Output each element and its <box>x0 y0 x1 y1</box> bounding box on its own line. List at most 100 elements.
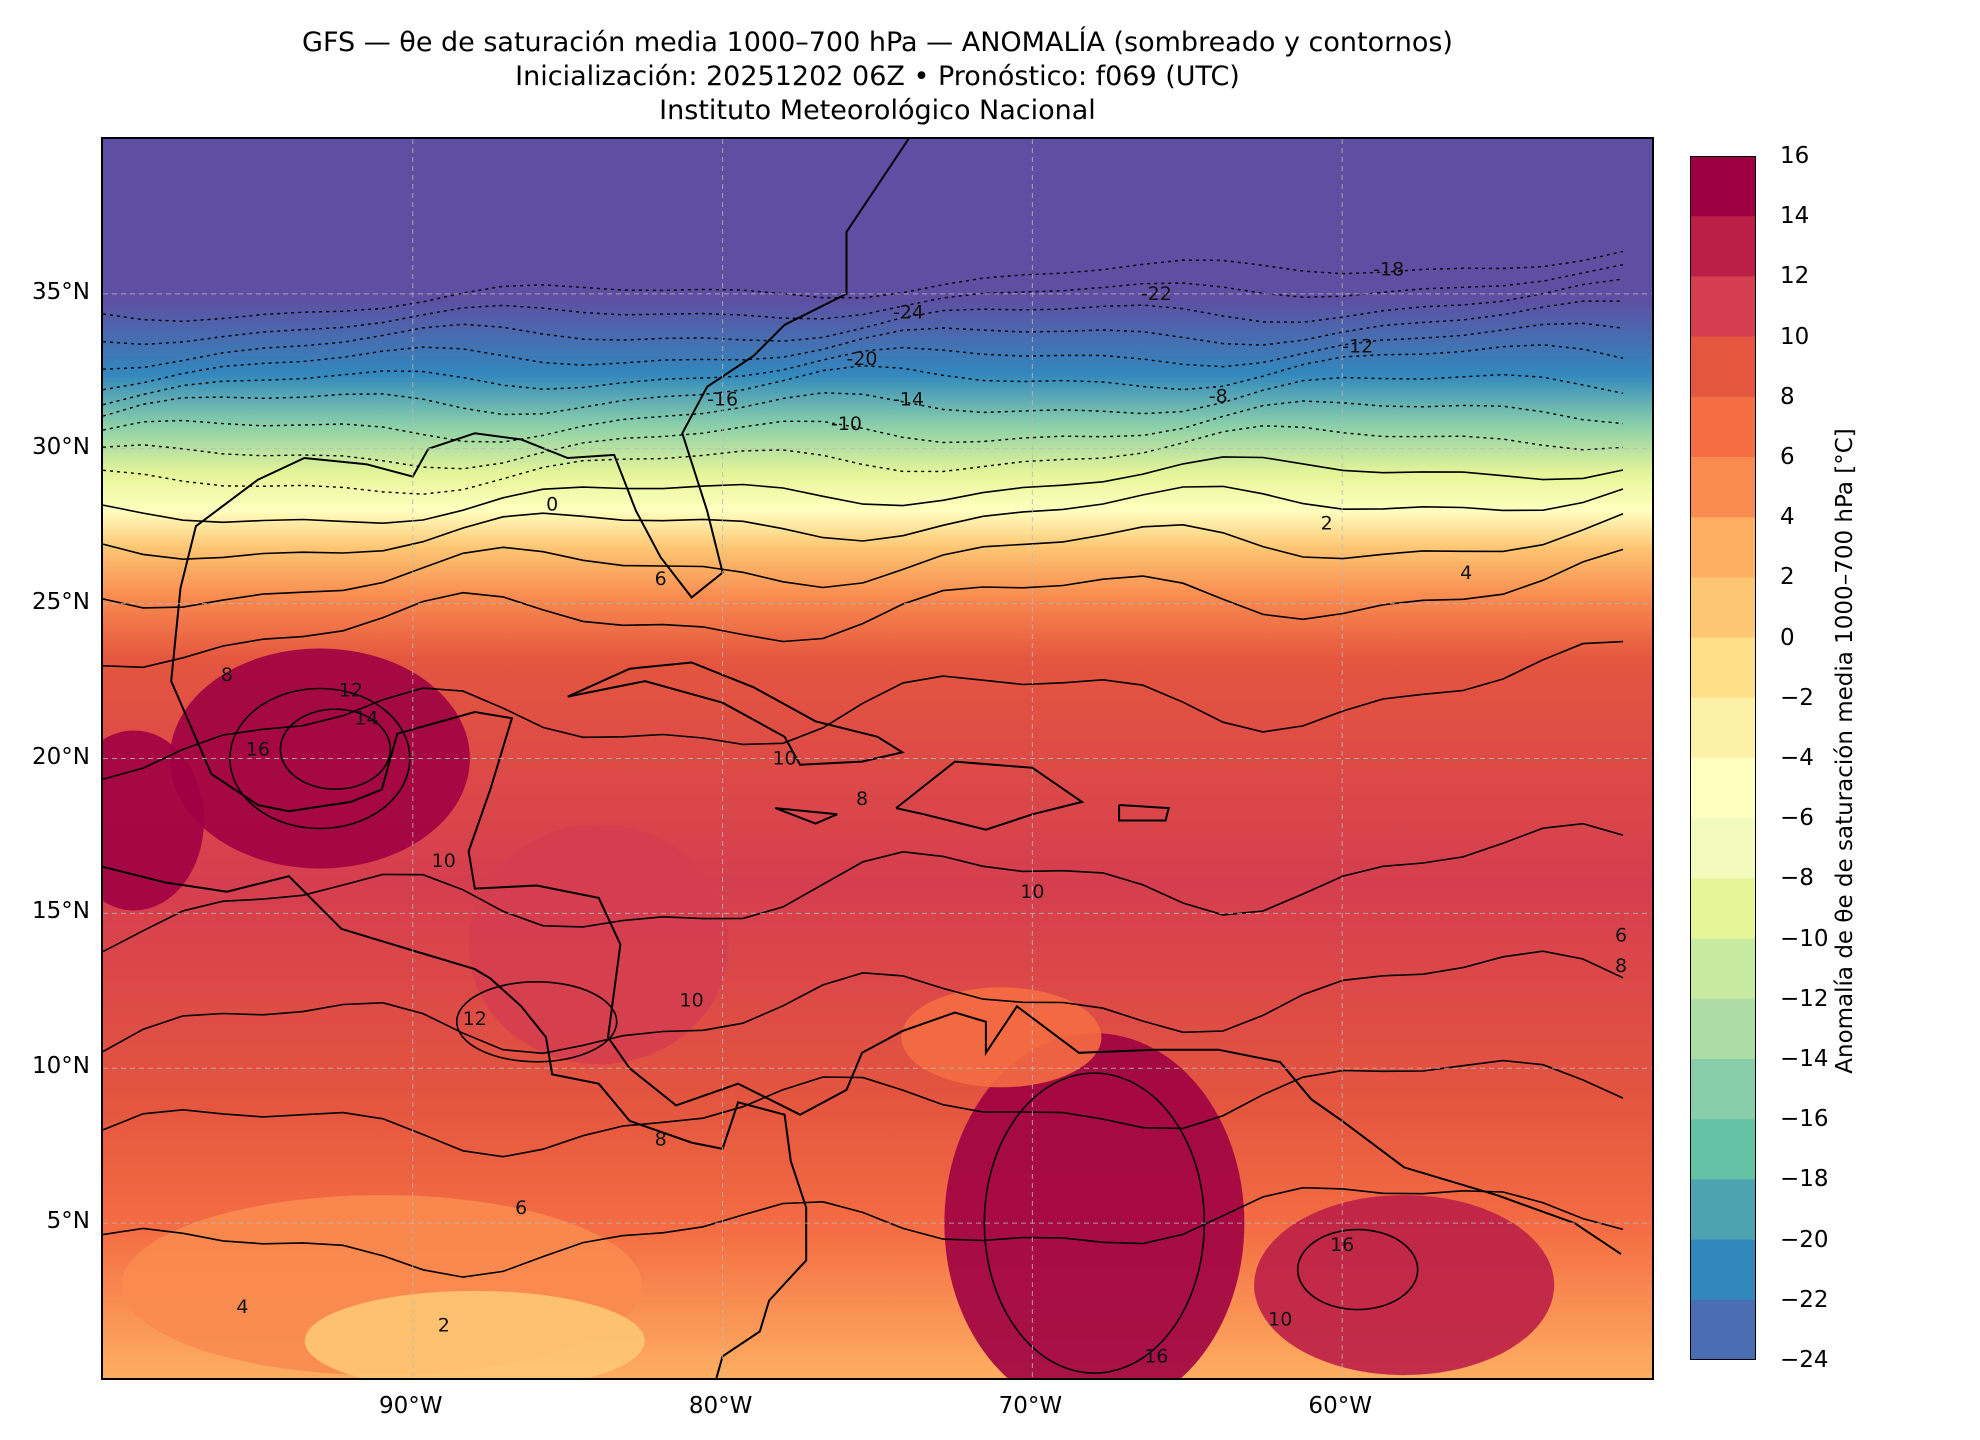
warm-core-south-america-blob <box>944 1033 1245 1378</box>
colorbar-band <box>1690 336 1756 398</box>
colorbar-band <box>1690 758 1756 819</box>
colorbar-tick-label: −20 <box>1780 1226 1829 1253</box>
colorbar-tick-label: −24 <box>1780 1347 1829 1373</box>
contour-label: -12 <box>1342 336 1373 358</box>
contour-labels: -24 -22 -20 -18 -16 -14 -12 -10 -8 0 2 4 6 8 10 12 14 16 1… <box>221 258 1627 1367</box>
colorbar-tick-label: 8 <box>1780 383 1795 410</box>
contour-label: -20 <box>846 348 877 370</box>
contour-label: -24 <box>893 302 924 324</box>
colorbar-tick-label: 16 <box>1780 143 1810 169</box>
coastline <box>170 139 1622 1255</box>
contour-line <box>103 548 1624 669</box>
colorbar-band <box>1690 697 1756 759</box>
contour-lines <box>103 250 1624 1374</box>
contour-label: 6 <box>515 1197 527 1219</box>
contour-label: 12 <box>463 1008 487 1030</box>
contour-label: 10 <box>1268 1308 1292 1330</box>
colorbar-tick-label: −2 <box>1780 684 1814 711</box>
contour-label: 12 <box>339 680 363 702</box>
contour-label: -16 <box>707 388 738 410</box>
contour-line <box>103 822 1624 953</box>
colorbar-band <box>1690 1119 1756 1180</box>
contour-line <box>103 425 1624 495</box>
contour-label: 8 <box>655 1129 667 1151</box>
contour-line <box>103 512 1624 609</box>
coastline <box>103 865 808 1378</box>
title-line-1: GFS — θe de saturación media 1000–700 hP… <box>302 27 1453 58</box>
gridlines <box>103 139 1652 1378</box>
latitude-label: 10°N <box>32 1053 90 1080</box>
contour-label: 6 <box>1615 924 1627 946</box>
longitude-label: 70°W <box>998 1393 1063 1419</box>
colorbar-band <box>1690 517 1756 578</box>
colorbar-band <box>1690 457 1756 518</box>
warm-core-west-blob <box>103 730 204 911</box>
latitude-label: 25°N <box>32 588 90 615</box>
caribbean-coast-band-blob <box>901 987 1102 1088</box>
warm-area-guianas-blob <box>1254 1195 1555 1376</box>
central-america-warm-blob <box>468 824 729 1065</box>
contour-label: 16 <box>1330 1234 1354 1256</box>
coastline <box>774 807 838 825</box>
contour-label: 10 <box>772 748 796 770</box>
contour-label: -22 <box>1141 283 1172 305</box>
closed-contour <box>279 708 392 791</box>
coastline <box>1118 804 1170 822</box>
colorbar-tick-label: −16 <box>1780 1106 1829 1133</box>
colorbar-label: Anomalía de θe de saturación media 1000–… <box>1832 428 1858 1074</box>
contour-line <box>103 640 1624 780</box>
contour-label: 8 <box>221 664 233 686</box>
colorbar-band <box>1690 396 1756 458</box>
contour-label: 8 <box>856 788 868 810</box>
contour-label: -8 <box>1209 385 1228 407</box>
colorbar-tick-label: 6 <box>1780 444 1795 470</box>
colorbar-band <box>1690 1059 1756 1120</box>
contour-label: 14 <box>354 707 378 729</box>
colorbar-tick-label: −8 <box>1780 865 1814 892</box>
colorbar-band <box>1690 577 1756 639</box>
coastline <box>895 760 1085 831</box>
longitude-label: 90°W <box>379 1393 443 1419</box>
contour-label: 8 <box>1615 955 1627 977</box>
colorbar-band <box>1690 637 1756 699</box>
coastline <box>567 661 905 766</box>
latitude-label: 35°N <box>32 278 90 305</box>
colorbar-band <box>1690 818 1756 879</box>
longitude-label: 60°W <box>1308 1393 1372 1419</box>
colorbar-band <box>1690 938 1756 1000</box>
colorbar-band <box>1690 998 1756 1060</box>
contour-label: 10 <box>1020 881 1044 903</box>
longitude-label: 80°W <box>688 1393 753 1419</box>
colorbar-band <box>1690 216 1756 277</box>
contour-label: -18 <box>1373 258 1404 280</box>
title-line-2: Inicialización: 20251202 06Z • Pronóstic… <box>515 61 1240 92</box>
colorbar-tick-label: −12 <box>1780 985 1829 1012</box>
pacific-cool-area-blob <box>304 1290 645 1378</box>
contour-label: 16 <box>246 738 270 760</box>
colorbar-tick-label: 10 <box>1780 323 1810 350</box>
contour-label: -14 <box>893 388 924 410</box>
colorbar-band <box>1690 1239 1756 1301</box>
closed-contour <box>1296 1228 1419 1311</box>
colorbar-tick-label: 2 <box>1780 564 1795 591</box>
latitude-label: 30°N <box>32 433 90 460</box>
colorbar-tick-label: 0 <box>1780 624 1795 651</box>
colorbar-tick-label: 14 <box>1780 203 1810 230</box>
contour-label: 0 <box>546 494 558 516</box>
contour-line <box>103 250 1624 323</box>
contour-label: 4 <box>1460 562 1472 584</box>
colorbar-band <box>1690 276 1756 338</box>
contour-line <box>103 264 1624 346</box>
title-line-3: Instituto Meteorológico Nacional <box>659 95 1096 126</box>
contour-label: 4 <box>236 1296 248 1318</box>
latitude-label: 20°N <box>32 743 90 770</box>
colorbar-band <box>1690 1179 1756 1241</box>
colorbar-tick-label: 4 <box>1780 504 1795 531</box>
contour-line <box>103 373 1624 443</box>
colorbar-tick-label: −14 <box>1780 1046 1829 1072</box>
contour-label: 2 <box>438 1315 450 1337</box>
contour-label: -10 <box>831 413 862 435</box>
contour-line <box>103 1186 1624 1278</box>
colorbar-band <box>1690 1299 1756 1360</box>
contour-line <box>103 456 1624 525</box>
